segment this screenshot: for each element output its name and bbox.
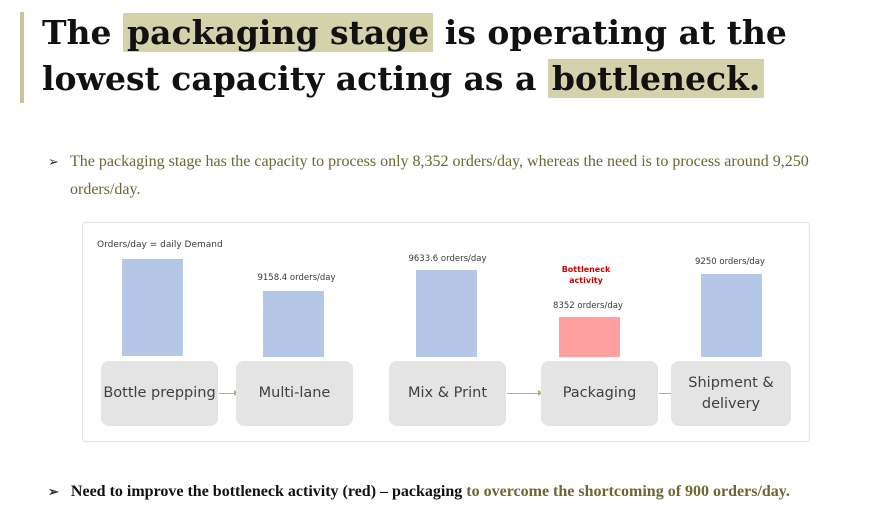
capacity-bar-multi-lane: [263, 291, 324, 357]
title-highlight-packaging: packaging stage: [123, 13, 434, 52]
arrow-bullet-icon: ➢: [48, 484, 59, 499]
demand-legend-label: Orders/day = daily Demand: [97, 240, 223, 250]
capacity-label-packaging: 8352 orders/day: [553, 301, 623, 311]
stage-shipment-delivery: Shipment & delivery: [671, 361, 791, 426]
capacity-label-mix-print: 9633.6 orders/day: [408, 254, 487, 264]
bottleneck-activity-label: Bottleneck activity: [561, 265, 611, 285]
capacity-bar-mix-print: [416, 270, 477, 357]
capacity-label-shipment: 9250 orders/day: [695, 257, 765, 267]
capacity-label-multi-lane: 9158.4 orders/day: [257, 273, 336, 283]
bullet-capacity: ➢ The packaging stage has the capacity t…: [48, 148, 868, 204]
flow-arrow-1: [219, 390, 239, 396]
title-part-2: is operating at the lowest capacity acti…: [42, 13, 787, 98]
title-accent-bar: [20, 12, 24, 103]
bullet-improvement: ➢ Need to improve the bottleneck activity…: [48, 478, 888, 506]
title-part-1: The: [42, 13, 124, 52]
capacity-bar-bottle-prepping: [122, 259, 183, 356]
arrow-bullet-icon: ➢: [48, 154, 59, 169]
bullet-capacity-text: The packaging stage has the capacity to …: [70, 153, 809, 198]
capacity-bar-shipment-delivery: [701, 274, 762, 357]
title-highlight-bottleneck: bottleneck.: [547, 59, 765, 98]
stage-mix-print: Mix & Print: [389, 361, 506, 426]
bullet-improvement-bold: Need to improve the bottleneck activity …: [70, 483, 463, 500]
stage-packaging: Packaging: [541, 361, 658, 426]
stage-multi-lane: Multi-lane: [236, 361, 353, 426]
slide-title: The packaging stage is operating at the …: [42, 10, 882, 102]
stage-bottle-prepping: Bottle prepping: [101, 361, 218, 426]
flow-arrow-3: [507, 390, 543, 396]
process-flow-diagram: Orders/day = daily Demand Bottle preppin…: [82, 222, 810, 442]
capacity-bar-packaging: [559, 317, 620, 357]
bullet-improvement-tail: to overcome the shortcoming of 900 order…: [462, 483, 790, 500]
